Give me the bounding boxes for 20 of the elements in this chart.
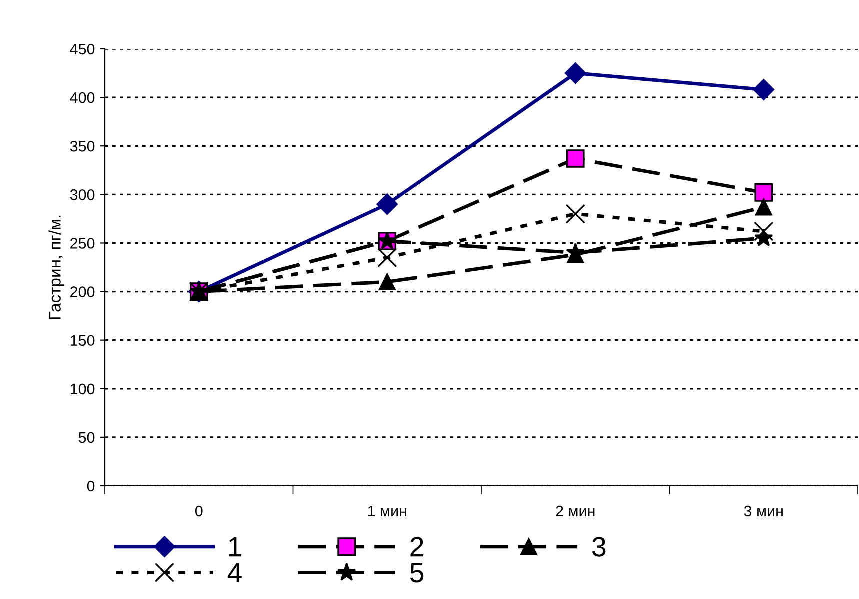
y-tick-label: 250 <box>70 238 95 249</box>
y-tick-label: 200 <box>70 286 95 298</box>
y-tick-label: 450 <box>70 44 95 55</box>
y-tick-label: 100 <box>70 384 95 395</box>
x-tick-label: 1 мин <box>368 506 406 517</box>
y-tick-label: 50 <box>78 432 95 444</box>
legend-label: 5 <box>410 563 424 583</box>
y-tick-label: 150 <box>70 335 95 346</box>
y-tick-label: 400 <box>70 92 95 104</box>
legend-label: 2 <box>410 537 424 557</box>
x-tick-label: 0 <box>195 506 203 517</box>
y-tick-label: 350 <box>70 140 95 152</box>
legend-label: 4 <box>228 563 242 582</box>
y-axis-title: Гастрин, пг/м. <box>48 216 64 320</box>
legend-label: 1 <box>229 537 242 557</box>
y-tick-label: 0 <box>87 480 95 492</box>
y-tick-label: 300 <box>70 190 95 200</box>
legend-label: 3 <box>592 537 606 557</box>
x-tick-label: 3 мин <box>744 506 783 517</box>
x-tick-label: 2 мин <box>556 506 595 517</box>
